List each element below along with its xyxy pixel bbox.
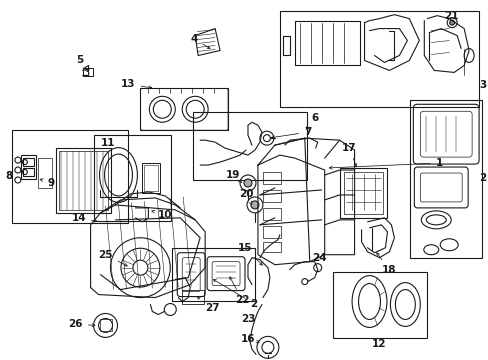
Text: 2: 2 <box>478 173 486 183</box>
Text: 22: 22 <box>229 277 249 305</box>
Text: 19: 19 <box>225 170 242 183</box>
Bar <box>279 11 478 107</box>
Bar <box>59 151 107 210</box>
Bar <box>332 272 427 338</box>
Bar <box>93 135 171 221</box>
Text: 24: 24 <box>312 253 326 263</box>
Text: 23: 23 <box>240 314 255 324</box>
Text: 7: 7 <box>271 127 311 139</box>
Bar <box>193 112 306 180</box>
Text: 9: 9 <box>40 178 54 188</box>
Text: 13: 13 <box>121 79 151 89</box>
Bar <box>182 289 203 303</box>
Bar <box>409 100 481 258</box>
Text: 21: 21 <box>443 11 458 21</box>
Text: 1: 1 <box>328 158 442 169</box>
Text: 5: 5 <box>76 55 88 72</box>
Text: 17: 17 <box>342 143 356 167</box>
Bar <box>263 242 280 252</box>
Text: 27: 27 <box>197 297 219 312</box>
Bar <box>23 168 34 176</box>
Text: 8: 8 <box>5 171 13 181</box>
Text: 26: 26 <box>68 319 95 329</box>
Bar <box>82 68 92 76</box>
Bar <box>339 168 386 218</box>
Bar <box>343 172 383 214</box>
Text: 10: 10 <box>152 210 172 220</box>
Bar <box>263 190 280 202</box>
Bar <box>23 158 34 166</box>
Text: 14: 14 <box>71 213 97 223</box>
Bar <box>172 248 254 301</box>
Bar <box>140 88 227 130</box>
Bar <box>263 208 280 220</box>
Bar <box>144 165 158 191</box>
Text: 18: 18 <box>376 253 396 275</box>
Bar <box>263 226 280 238</box>
Text: 2: 2 <box>213 279 257 309</box>
Text: 25: 25 <box>98 250 127 266</box>
Text: 12: 12 <box>371 339 386 349</box>
Bar <box>12 130 128 223</box>
Bar <box>38 158 52 188</box>
Bar <box>56 148 110 213</box>
Text: 15: 15 <box>237 243 262 265</box>
Text: 20: 20 <box>238 189 253 204</box>
Bar <box>263 172 280 184</box>
Circle shape <box>250 201 259 209</box>
Circle shape <box>244 179 251 187</box>
Text: 4: 4 <box>190 33 210 49</box>
Bar <box>21 155 36 179</box>
Text: 3: 3 <box>478 80 486 90</box>
Circle shape <box>449 20 454 25</box>
Text: 6: 6 <box>305 113 318 130</box>
Text: 11: 11 <box>101 138 116 148</box>
Bar <box>142 163 160 193</box>
Bar <box>100 319 111 332</box>
Text: 16: 16 <box>240 334 259 345</box>
